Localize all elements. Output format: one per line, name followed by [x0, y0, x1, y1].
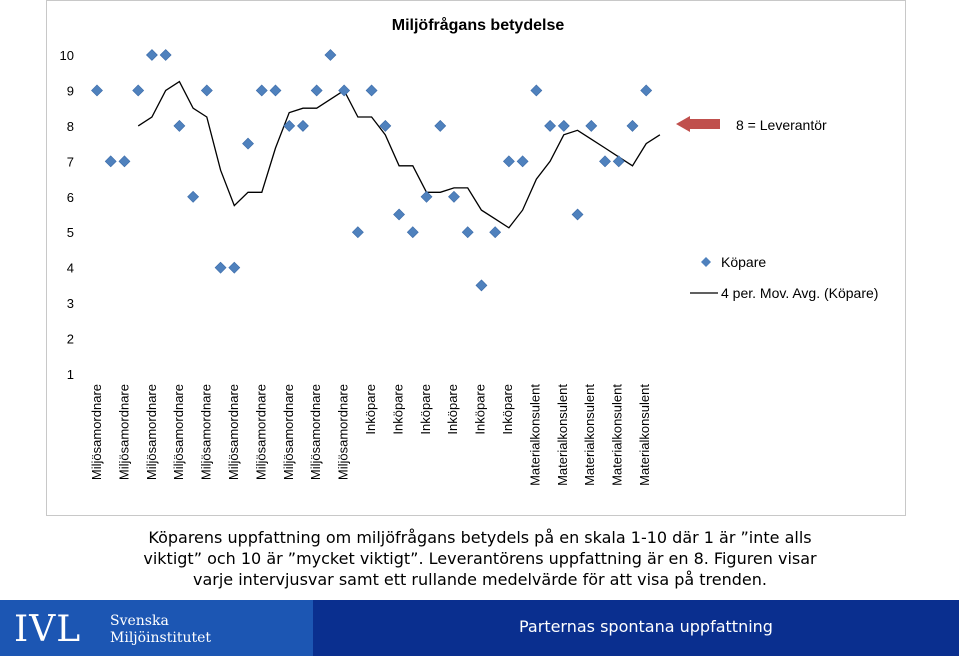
- x-category-label: Miljösamordnare: [89, 384, 104, 480]
- data-point: [544, 119, 557, 132]
- data-point: [173, 119, 186, 132]
- y-tick-label: 3: [67, 296, 74, 311]
- data-point: [461, 226, 474, 239]
- data-point: [283, 119, 296, 132]
- y-tick-label: 9: [67, 83, 74, 98]
- data-point: [242, 137, 254, 150]
- x-category-label: Inköpare: [473, 384, 488, 435]
- x-category-label: Inköpare: [445, 384, 460, 435]
- y-tick-label: 5: [67, 225, 74, 240]
- logo-line-2: Miljöinstitutet: [110, 630, 212, 646]
- data-point: [118, 155, 131, 168]
- caption-line: Köparens uppfattning om miljöfrågans bet…: [148, 528, 812, 547]
- data-point: [159, 49, 172, 61]
- annotation-text: 8 = Leverantör: [736, 117, 827, 133]
- data-point: [557, 119, 570, 132]
- x-category-label: Materialkonsulent: [555, 384, 570, 486]
- data-point: [599, 155, 611, 168]
- x-axis: Miljösamordnare Miljösamordnare Miljösamor…: [89, 384, 652, 486]
- data-point: [297, 119, 309, 132]
- data-point: [612, 155, 625, 168]
- y-tick-label: 6: [67, 190, 74, 205]
- data-point: [626, 119, 639, 132]
- footer-band: IVL Svenska Miljöinstitutet Parternas sp…: [0, 600, 959, 656]
- data-point: [91, 84, 103, 97]
- footer-title: Parternas spontana uppfattning: [519, 617, 773, 636]
- footer-title-panel: Parternas spontana uppfattning: [313, 600, 959, 656]
- y-tick-label: 10: [60, 48, 74, 63]
- data-point: [406, 226, 419, 239]
- chart-frame: [46, 0, 906, 516]
- y-tick-label: 7: [67, 154, 74, 169]
- x-category-label: Miljösamordnare: [281, 384, 296, 480]
- data-point: [640, 84, 653, 97]
- data-point: [502, 155, 515, 168]
- leverantor-annotation: 8 = Leverantör: [676, 116, 827, 133]
- x-category-label: Miljösamordnare: [116, 384, 131, 480]
- caption-line: varje intervjusvar samt ett rullande med…: [193, 570, 767, 589]
- legend-diamond-icon: [701, 257, 711, 267]
- data-point: [200, 84, 213, 97]
- data-point: [530, 84, 543, 97]
- y-tick-label: 1: [67, 367, 74, 382]
- legend: Köpare 4 per. Mov. Avg. (Köpare): [690, 254, 878, 301]
- data-point: [448, 190, 460, 203]
- data-point: [338, 84, 351, 97]
- footer-logo-panel: IVL Svenska Miljöinstitutet: [0, 600, 313, 656]
- data-point: [434, 119, 447, 132]
- x-category-label: Materialkonsulent: [610, 384, 625, 486]
- data-point: [571, 208, 584, 221]
- x-category-label: Miljösamordnare: [226, 384, 241, 480]
- data-point: [475, 279, 488, 292]
- data-point: [255, 84, 268, 97]
- caption-line: viktigt” och 10 är ”mycket viktigt”. Lev…: [143, 549, 817, 568]
- y-tick-label: 2: [67, 332, 74, 347]
- ivl-logo: IVL Svenska Miljöinstitutet: [14, 610, 314, 650]
- data-point: [187, 190, 200, 203]
- data-point: [365, 84, 378, 97]
- data-point: [379, 119, 392, 132]
- legend-label-kopare: Köpare: [721, 254, 766, 270]
- data-point: [132, 84, 145, 97]
- logo-ivl-text: IVL: [14, 609, 82, 650]
- x-category-label: Miljösamordnare: [253, 384, 268, 480]
- logo-line-1: Svenska: [110, 613, 169, 629]
- x-category-label: Miljösamordnare: [199, 384, 214, 480]
- data-point: [351, 226, 364, 239]
- data-point: [228, 261, 241, 274]
- data-point: [214, 261, 227, 274]
- arrow-icon: [676, 116, 720, 132]
- data-point: [310, 84, 323, 97]
- x-category-label: Inköpare: [500, 384, 515, 435]
- scatter-points: [91, 49, 653, 292]
- x-category-label: Miljösamordnare: [308, 384, 323, 480]
- data-point: [516, 155, 529, 168]
- x-category-label: Inköpare: [418, 384, 433, 435]
- legend-label-moving-average: 4 per. Mov. Avg. (Köpare): [721, 285, 878, 301]
- data-point: [585, 119, 598, 132]
- data-point: [420, 190, 433, 203]
- x-category-label: Inköpare: [363, 384, 378, 435]
- data-point: [145, 49, 158, 61]
- chart-title: Miljöfrågans betydelse: [392, 16, 565, 34]
- data-point: [393, 208, 405, 221]
- figure-caption: Köparens uppfattning om miljöfrågans bet…: [100, 527, 860, 590]
- x-category-label: Materialkonsulent: [637, 384, 652, 486]
- y-tick-label: 8: [67, 119, 74, 134]
- x-category-label: Miljösamordnare: [171, 384, 186, 480]
- data-point: [324, 49, 337, 61]
- x-category-label: Miljösamordnare: [144, 384, 159, 480]
- x-category-label: Materialkonsulent: [527, 384, 542, 486]
- chart: Miljöfrågans betydelse 1 2 3 4 5 6 7 8 9 10 Miljö…: [60, 16, 879, 486]
- y-axis: 1 2 3 4 5 6 7 8 9 10: [60, 48, 74, 382]
- x-category-label: Miljösamordnare: [336, 384, 351, 480]
- x-category-label: Materialkonsulent: [582, 384, 597, 486]
- x-category-label: Inköpare: [390, 384, 405, 435]
- data-point: [104, 155, 117, 168]
- data-point: [489, 226, 502, 239]
- moving-average-line: [137, 80, 661, 229]
- y-tick-label: 4: [67, 261, 74, 276]
- data-point: [269, 84, 282, 97]
